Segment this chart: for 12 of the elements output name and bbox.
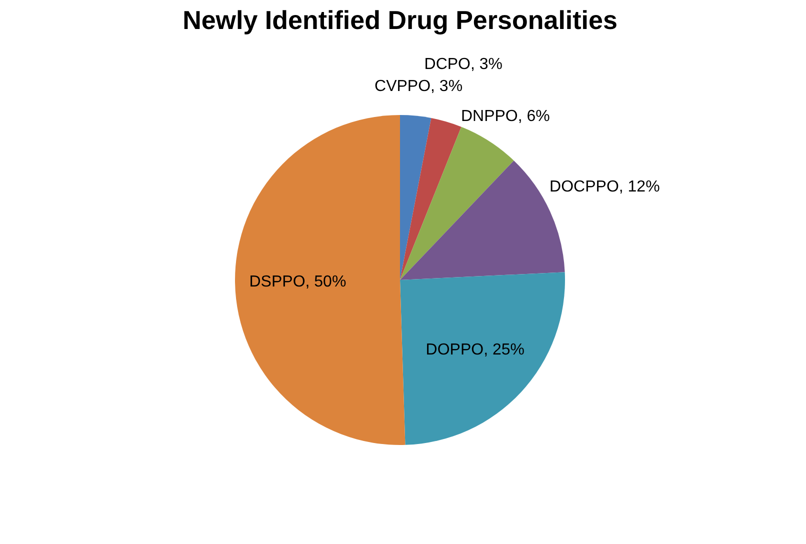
slice-label: DOCPPO, 12% xyxy=(550,178,660,196)
slice-label: DCPO, 3% xyxy=(424,56,503,74)
pie-slice xyxy=(235,115,406,445)
slice-label: DOPPO, 25% xyxy=(426,341,524,358)
pie-slice xyxy=(400,126,514,280)
pie-slice xyxy=(400,118,462,280)
chart-title: Newly Identified Drug Personalities xyxy=(182,5,618,35)
slice-label: DNPPO, 6% xyxy=(460,108,550,125)
slice-label: DSPPO, 50% xyxy=(249,274,346,291)
pie-slice xyxy=(400,272,565,445)
pie-slice xyxy=(400,115,432,280)
slice-label: CVPPO, 3% xyxy=(374,78,463,95)
